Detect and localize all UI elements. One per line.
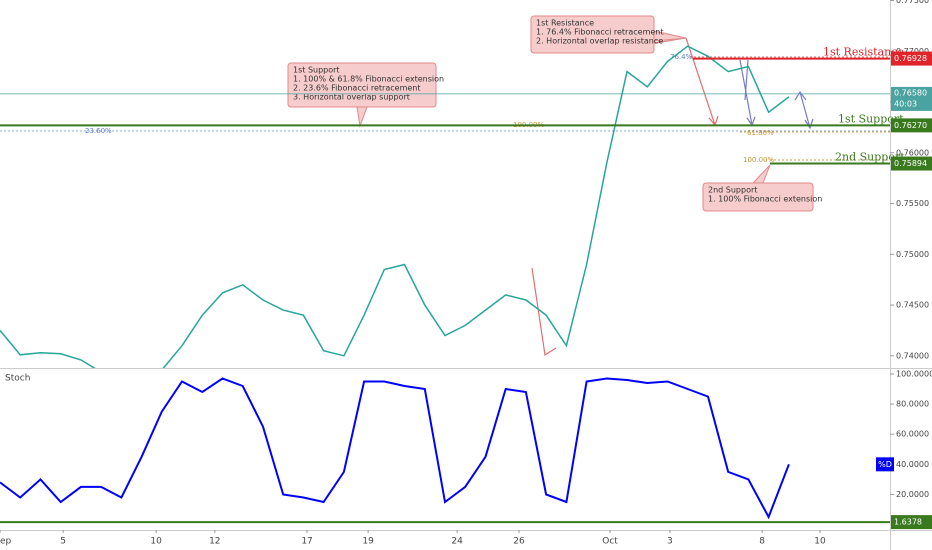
callout-box <box>530 15 655 54</box>
price-tag-label: 0.76580 <box>894 88 927 97</box>
x-tick-label: 3 <box>667 537 673 547</box>
callout-text: 1. 100% Fibonacci extension <box>708 195 822 204</box>
price-tag-label: 0.75894 <box>894 159 927 168</box>
price-tag <box>891 118 932 133</box>
x-tick-label: 8 <box>759 537 765 547</box>
price-tag <box>891 51 932 66</box>
x-tick-label: ep <box>0 537 12 547</box>
arrows <box>531 37 814 357</box>
y-tick-label: 80.0000 <box>896 400 929 409</box>
level-label: 1st Resistance <box>823 46 904 59</box>
y-tick-label: 0.77000 <box>896 47 929 56</box>
x-tick-label: 24 <box>451 537 463 547</box>
legend-box <box>876 457 894 472</box>
y-tick-label: 0.74000 <box>896 351 929 360</box>
stoch-title: Stoch <box>5 374 30 384</box>
fib-label: 61.80% <box>747 129 774 137</box>
x-tick-label: 17 <box>301 537 312 547</box>
callout-text: 1. 100% & 61.8% Fibonacci extension <box>293 75 444 84</box>
callout-text: 1. 76.4% Fibonacci retracement <box>536 28 664 37</box>
price-tag <box>891 515 932 530</box>
price-tag-label: 0.76270 <box>894 121 927 130</box>
y-tick-label: 0.76000 <box>896 148 929 157</box>
level-label: 1st Support <box>838 112 904 125</box>
x-tick-label: 19 <box>362 537 374 547</box>
y-tick-label: 0.75000 <box>896 250 929 259</box>
callout-pointer <box>356 106 368 128</box>
price-tag <box>891 86 932 111</box>
x-tick-label: 5 <box>60 537 66 547</box>
price-tag <box>891 156 932 171</box>
callout-text: 1st Resistance <box>536 19 594 28</box>
callout-pointer <box>752 164 771 184</box>
callout-text: 2. 23.6% Fibonacci retracement <box>293 84 421 93</box>
fib-label: 76.4% <box>670 53 693 61</box>
price-tag-label: 1.6378 <box>894 518 922 527</box>
fib-label: 100.00% <box>743 156 774 164</box>
x-tick-label: 26 <box>513 537 525 547</box>
callout-text: 2. Horizontal overlap resistance <box>536 37 663 46</box>
callout-text: 2nd Support <box>708 186 757 195</box>
y-tick-label: 60.0000 <box>896 430 929 439</box>
y-tick-label: 0.74500 <box>896 301 929 310</box>
fib-lines <box>0 56 890 161</box>
y-tick-label: 0.75500 <box>896 199 929 208</box>
callout-text: 1st Support <box>293 66 340 75</box>
callout-box <box>287 62 437 108</box>
x-tick-label: Oct <box>602 537 618 547</box>
x-tick-label: 10 <box>150 537 162 547</box>
fib-label: 23.60% <box>85 127 112 135</box>
callout-text: 3. Horizontal overlap support <box>293 93 410 102</box>
x-tick-label: 12 <box>209 537 220 547</box>
y-tick-label: 100.0000 <box>896 369 932 378</box>
level-label: 2nd Support <box>835 151 905 164</box>
series-line <box>0 45 790 368</box>
y-tick-label: 20.0000 <box>896 490 929 499</box>
countdown: 40:03 <box>894 99 917 108</box>
callout-box <box>702 182 814 212</box>
price-tag-label: 0.76928 <box>894 54 927 63</box>
x-tick-label: 10 <box>814 537 826 547</box>
series-line <box>0 377 790 520</box>
legend-label: %D <box>878 460 892 469</box>
y-tick-label: 0.77500 <box>896 0 929 5</box>
y-tick-label: 40.0000 <box>896 460 929 469</box>
